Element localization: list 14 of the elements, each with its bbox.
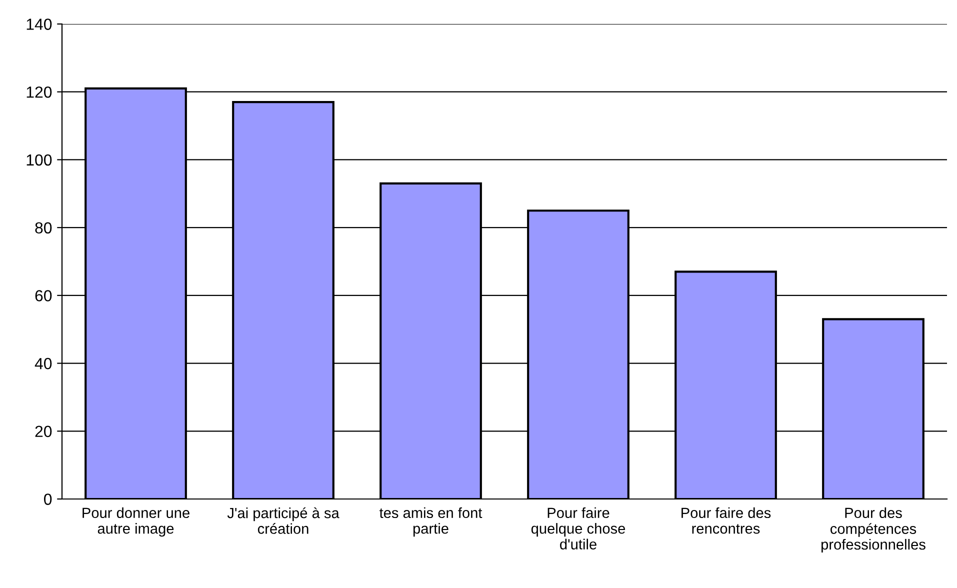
- y-tick-label: 40: [34, 358, 52, 370]
- y-tick-label: 140: [26, 18, 52, 30]
- y-tick-label: 80: [35, 222, 52, 234]
- y-tick-label: 120: [26, 86, 52, 98]
- x-tick-label: Pour des compétences professionnelles: [822, 507, 926, 553]
- x-tick-label: Pour faire quelque chose d'utile: [531, 507, 626, 550]
- x-tick-label: J'ai participé à sa création: [227, 507, 340, 534]
- y-tick-label: 100: [26, 154, 52, 166]
- y-tick-label: 60: [35, 290, 52, 302]
- x-tick-label: Pour donner une autre image: [82, 507, 190, 537]
- y-tick-label: 0: [44, 494, 52, 505]
- x-tick-label: tes amis en font partie: [380, 507, 482, 537]
- x-tick-label: Pour faire des rencontres: [682, 507, 771, 534]
- y-tick-label: 20: [35, 426, 52, 438]
